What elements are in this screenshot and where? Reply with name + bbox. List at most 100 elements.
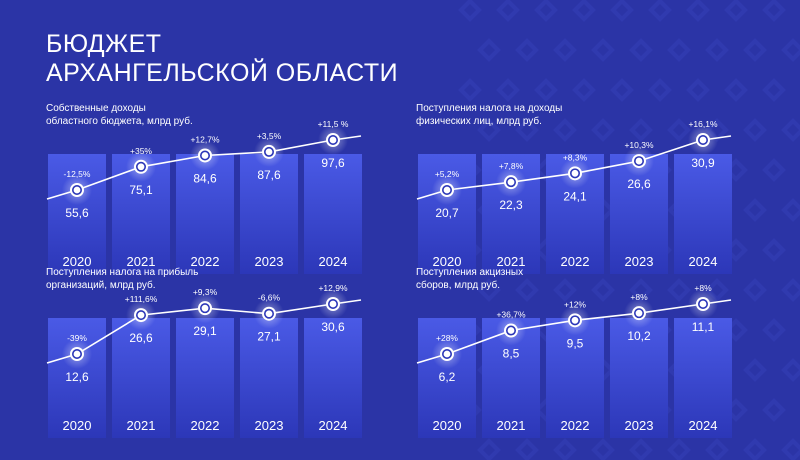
ornament-diamond bbox=[610, 0, 634, 22]
ornament-diamond bbox=[762, 158, 786, 182]
bar-2024 bbox=[674, 318, 732, 438]
ornament-diamond bbox=[477, 38, 501, 62]
chart-title-line-1: Поступления налога на прибыль bbox=[46, 267, 199, 278]
ornament-diamond bbox=[591, 118, 615, 142]
ornament-diamond bbox=[610, 78, 634, 102]
data-point-ring bbox=[506, 325, 517, 336]
growth-label: +10,3% bbox=[624, 140, 654, 150]
ornament-diamond bbox=[667, 438, 691, 460]
value-label: 10,2 bbox=[627, 329, 651, 343]
ornament-diamond bbox=[496, 78, 520, 102]
ornament-diamond bbox=[458, 0, 482, 22]
year-label: 2020 bbox=[433, 254, 462, 269]
growth-label: +12,7% bbox=[190, 134, 220, 144]
page-title-line-2: АРХАНГЕЛЬСКОЙ ОБЛАСТИ bbox=[46, 59, 399, 87]
growth-label: +16,1% bbox=[688, 119, 718, 129]
ornament-diamond bbox=[743, 278, 767, 302]
year-label: 2022 bbox=[191, 418, 220, 433]
growth-label: +5,2% bbox=[435, 169, 460, 179]
value-label: 11,1 bbox=[692, 320, 715, 334]
year-label: 2023 bbox=[625, 418, 654, 433]
chart-title-line-2: областного бюджета, млрд руб. bbox=[46, 116, 193, 127]
growth-label: +7,8% bbox=[499, 161, 524, 171]
year-label: 2021 bbox=[127, 254, 156, 269]
ornament-diamond bbox=[629, 38, 653, 62]
growth-label: +8,3% bbox=[563, 152, 588, 162]
ornament-diamond bbox=[686, 78, 710, 102]
page-title-line-1: БЮДЖЕТ bbox=[46, 30, 162, 58]
ornament-diamond bbox=[629, 118, 653, 142]
growth-label: +8% bbox=[630, 292, 648, 302]
ornament-diamond bbox=[743, 438, 767, 460]
ornament-diamond bbox=[781, 438, 800, 460]
bar-2020 bbox=[418, 154, 476, 274]
year-label: 2024 bbox=[689, 254, 718, 269]
value-label: 30,9 bbox=[691, 156, 715, 170]
value-label: 9,5 bbox=[567, 336, 584, 350]
bar-2022 bbox=[546, 318, 604, 438]
ornament-diamond bbox=[496, 0, 520, 22]
ornament-diamond bbox=[667, 38, 691, 62]
bar-2021 bbox=[112, 318, 170, 438]
growth-label: +11,5 % bbox=[318, 119, 349, 129]
value-label: 97,6 bbox=[321, 156, 345, 170]
chart-svg: +5,2% 20,7 2020 +7,8% 22,3 2021 +8,3% 24,1 2022 +… bbox=[416, 119, 732, 274]
ornament-diamond bbox=[762, 318, 786, 342]
value-label: 75,1 bbox=[129, 183, 153, 197]
year-label: 2021 bbox=[497, 418, 526, 433]
growth-label: -12,5% bbox=[64, 169, 91, 179]
chart-title: Поступления акцизных сборов, млрд руб. bbox=[416, 266, 616, 292]
bar-2024 bbox=[674, 154, 732, 274]
ornament-diamond bbox=[477, 118, 501, 142]
ornament-diamond bbox=[743, 198, 767, 222]
data-point-ring bbox=[71, 349, 82, 360]
data-point-ring bbox=[506, 177, 517, 188]
chart-title-line-1: Поступления налога на доходы bbox=[416, 103, 563, 114]
ornament-diamond bbox=[553, 438, 577, 460]
data-point-ring bbox=[441, 349, 452, 360]
bar-2020 bbox=[48, 154, 106, 274]
growth-label: +3,5% bbox=[257, 131, 282, 141]
value-label: 55,6 bbox=[65, 206, 89, 220]
growth-label: +9,3% bbox=[193, 287, 218, 297]
year-label: 2022 bbox=[561, 254, 590, 269]
ornament-diamond bbox=[591, 38, 615, 62]
value-label: 22,3 bbox=[499, 198, 523, 212]
chart-title-line-1: Поступления акцизных bbox=[416, 267, 524, 278]
chart-svg: -12,5% 55,6 2020 +35% 75,1 2021 +12,7% 84,6 2022… bbox=[46, 119, 362, 274]
growth-label: +12% bbox=[564, 299, 586, 309]
ornament-diamond bbox=[629, 438, 653, 460]
data-point-ring bbox=[634, 308, 645, 319]
ornament-diamond bbox=[515, 38, 539, 62]
data-point-ring bbox=[71, 185, 82, 196]
chart-title-line-1: Собственные доходы bbox=[46, 103, 146, 114]
ornament-diamond bbox=[553, 278, 577, 302]
year-label: 2024 bbox=[319, 418, 348, 433]
ornament-diamond bbox=[534, 78, 558, 102]
ornament-diamond bbox=[762, 78, 786, 102]
data-point-ring bbox=[570, 315, 581, 326]
ornament-diamond bbox=[515, 438, 539, 460]
ornament-diamond bbox=[515, 278, 539, 302]
year-label: 2021 bbox=[127, 418, 156, 433]
growth-label: -6,6% bbox=[258, 293, 281, 303]
ornament-diamond bbox=[686, 0, 710, 22]
data-point-ring bbox=[136, 161, 147, 172]
ornament-diamond bbox=[534, 0, 558, 22]
ornament-diamond bbox=[781, 198, 800, 222]
page-title: БЮДЖЕТ АРХАНГЕЛЬСКОЙ ОБЛАСТИ bbox=[46, 30, 398, 88]
data-point-ring bbox=[264, 308, 275, 319]
value-label: 24,1 bbox=[563, 189, 587, 203]
data-point-ring bbox=[327, 298, 338, 309]
bar-2023 bbox=[240, 318, 298, 438]
value-label: 26,6 bbox=[627, 177, 651, 191]
bar-2024 bbox=[304, 154, 362, 274]
ornament-diamond bbox=[591, 438, 615, 460]
data-point-ring bbox=[264, 146, 275, 157]
value-label: 29,1 bbox=[193, 324, 217, 338]
bar-2022 bbox=[176, 318, 234, 438]
ornament-diamond bbox=[553, 38, 577, 62]
chart-title-line-2: физических лиц, млрд руб. bbox=[416, 116, 542, 127]
value-label: 27,1 bbox=[257, 330, 281, 344]
ornament-diamond bbox=[743, 358, 767, 382]
